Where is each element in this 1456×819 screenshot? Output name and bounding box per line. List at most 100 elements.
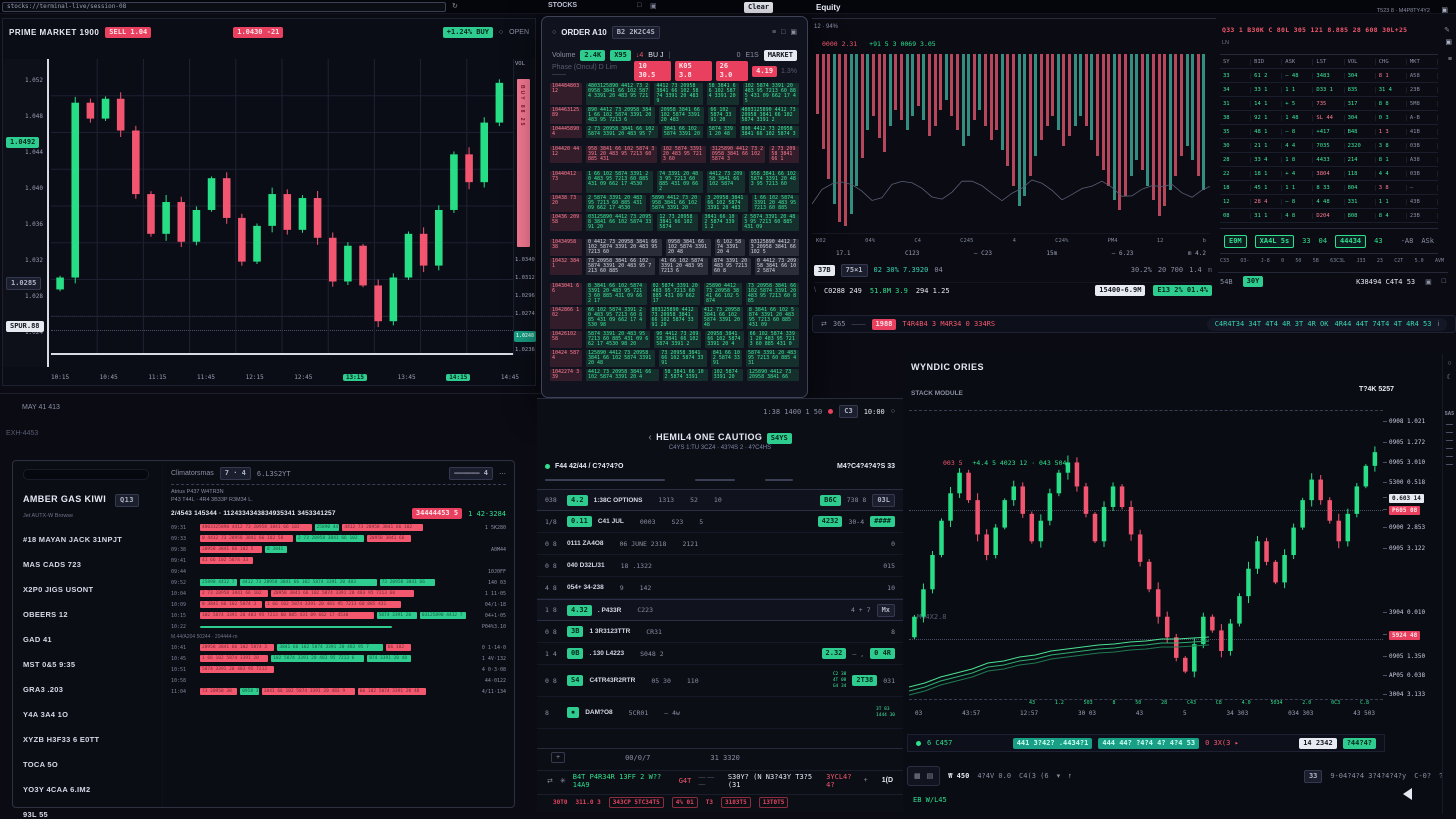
order-book-row[interactable]: 104445890 4 2 73 20958 3841 66 102 5874 3… [550,126,799,138]
order-book-row[interactable]: 10438 73 20 2 5874 3391 20 483 95 7213 60… [550,195,799,212]
rail-moon-icon[interactable]: ☾ [1446,374,1453,381]
rail-circle-icon[interactable]: ○ [1447,360,1452,367]
back-chevron[interactable]: ‹ [648,432,652,443]
log-row[interactable]: 10:51 5874 3391 20 483 95 7213 4 0·3·08 [171,664,506,675]
tool-plus-icon[interactable]: + [863,777,868,784]
watch-row[interactable]: 22 18 1 + 4 3804 118 4 4 03B [1220,167,1438,181]
log-row[interactable]: 10:22 P04%3.10 [171,621,506,632]
log-row[interactable]: 10:58 44·0122 [171,675,506,686]
sidebar-item[interactable]: X2P0 JIGS USONT [23,585,94,594]
right-rail[interactable]: ○ ☾ 5A5 [1442,354,1456,814]
chevron-down-icon[interactable]: ▾ [1056,773,1061,780]
back-triangle-icon[interactable] [1403,788,1412,800]
white-badge[interactable]: 14 2342 [1299,737,1337,749]
field-2[interactable]: C4(3 (6 [1019,772,1049,780]
more-icon[interactable]: ▣ [790,29,797,36]
tool-spark-icon[interactable]: ✳ [559,777,566,785]
grid-count-badge[interactable]: 33 [1303,769,1323,783]
log-filter-pill[interactable]: 7 · 4 [219,467,251,480]
log-row[interactable]: 10:41 20958 3841 66 102 5874 3 3841 66 10… [171,642,506,653]
log-right-pill[interactable]: —————— 4 [449,467,493,480]
log-row[interactable]: 09:33 0 4412 73 20958 3841 66 102 58 2 73 … [171,533,506,544]
help-icon[interactable]: ? [1439,772,1443,780]
maximize-icon[interactable]: □ [781,28,786,36]
foot-box-icon[interactable]: + [551,752,566,763]
menu-icon[interactable]: ≡ [1447,56,1452,63]
grid-icon[interactable]: ▣ [650,3,657,10]
watch-row[interactable]: 35 48 1— 8 +417 B48 1 3 41B [1220,125,1438,139]
teal-badge-1[interactable]: 441 3?42? .4434?1 [1012,737,1093,749]
field-1[interactable]: 4?4V 0.0 [977,772,1012,780]
order-book-row[interactable]: 10448480312 4803125890 4412 73 20958 3841… [550,83,799,105]
position-row[interactable]: 4 8 054+ 34-238 9 142 10 [537,577,903,599]
sidebar-search-input[interactable] [23,469,149,480]
log-row[interactable]: 10:15 102 5874 3391 20 483 95 7213 60 88… [171,610,506,621]
position-row[interactable]: 1 4 0B . 130 L4223 S048 2 2.32 — , 0 4R [537,643,903,665]
sidebar-item[interactable]: GAD 41 [23,635,52,644]
order-book-row[interactable]: 10432 3841 73 20958 3841 66 102 5874 339… [550,258,799,275]
sidebar-item[interactable]: TOCA 5O [23,760,59,769]
tool-right[interactable]: 1(D [881,777,893,784]
badge-44434[interactable]: 44434 [1335,234,1367,248]
panel-icon[interactable]: ▣ [1445,39,1452,46]
sidebar-item[interactable]: YO3Y 4CAA 6.IM2 [23,785,91,794]
sidebar-item[interactable]: XYZB H3F33 6 E0TT [23,735,100,744]
green-badge[interactable]: ?44?4? [1342,737,1377,749]
interval-input[interactable]: 75×1 [840,263,868,277]
order-book-row[interactable]: 10434958 38 0 4412 73 20958 3841 66 102 5… [550,239,799,256]
position-row[interactable]: 0 8 040 D32L/31 18 .1322 015 [537,555,903,577]
reload-icon[interactable]: ↻ [452,3,458,10]
buy-badge[interactable]: +1.24% BUY [442,26,493,38]
watch-row[interactable]: 33 61 2— 48 3483 304 8 1 A58 [1220,69,1438,83]
order-book-row[interactable]: 10436 20958 03125890 4412 73 20958 3841 6… [550,214,799,231]
bottom-box-icon[interactable]: ▣ [1425,278,1432,286]
volume-histogram[interactable] [812,54,1210,234]
log-row[interactable]: 10:45 1 66 102 5874 3391 20 102 5874 3391… [171,653,506,664]
order-book-row[interactable]: 1042866 102 66 102 5874 3391 20 483 95 72… [550,307,799,329]
sidebar-item[interactable]: 93L 55 [23,810,49,819]
order-book-row[interactable]: 10424 5874 125890 4412 73 20958 3841 66 … [550,350,799,367]
bottom-sq-icon[interactable]: □ [1441,278,1446,285]
market-button[interactable]: MARKET [763,49,797,61]
info-icon[interactable]: i [1437,320,1439,328]
address-input[interactable]: stocks://terminal-live/session-08 [2,2,446,12]
log-row[interactable]: 11:04 73 20958 38 0958 3 3841 66 102 5874 … [171,686,506,697]
watch-row[interactable]: 31 14 1 + 5 735 317 8 8 5M8 [1220,97,1438,111]
order-book-row[interactable]: 10446312589 890 4412 73 20958 3841 66 102… [550,107,799,124]
order-book-row[interactable]: 1042274 339 4412 73 20958 3841 66 102 587… [550,369,799,381]
log-row[interactable]: 09:31 4803125890 4412 73 20958 3841 66 10… [171,522,506,533]
sidebar-item[interactable]: OBEERS 12 [23,610,68,619]
order-book-row[interactable]: 10426102 58 5874 3391 20 483 95 7213 60 8… [550,331,799,348]
position-row[interactable]: 0 8 0111 ZA4O8 06 JUNE 2318 2121 0 [537,533,903,555]
range-button[interactable]: 37B [814,264,835,276]
meta-badge[interactable]: C3 [839,405,858,418]
sidebar-item[interactable]: #18 MAYAN JACK 31NPJT [23,535,123,544]
position-row[interactable]: 0 8 3B 1 3R3123TTR CR31 8 [537,621,903,643]
sidebar-item[interactable]: Y4A 3A4 1O [23,710,69,719]
order-book-titlebar[interactable]: ○ ORDER A10 B2 2K2C4S ≡ □ ▣ [552,25,797,39]
sidebar-item[interactable]: MAS CADS 723 [23,560,82,569]
position-row[interactable]: 1/8 0.11 C41 JUL 0003 S23 5 4232 30-4 #### [537,511,903,533]
log-row[interactable]: 09:52 25890 4412 7 4412 73 20958 3841 66 … [171,577,506,588]
order-book-row[interactable]: 104420 4412 958 3841 66 102 5874 3391 20 … [550,146,799,163]
order-book-row[interactable]: 1043041 66 8 3841 66 102 5874 3391 20 48… [550,283,799,305]
position-row[interactable]: 8 ▪ DAM?O8 5CR01 — 4w 3T 83 1444 30 [537,697,903,729]
sell-badge[interactable]: SELL 1.04 [105,26,152,38]
log-row[interactable]: 09:41 41 66 102 5874 33 [171,555,506,566]
candlestick-plot[interactable] [51,59,513,355]
main-candlestick-plot[interactable]: 003 5 +4.4 5 4023 12 · 043 504 M44X2.8 4… [909,410,1383,706]
position-row[interactable]: 1 8 4.32 . P433R C223 4 + 7 Mx [537,599,903,621]
up-arrow-icon[interactable]: ↑ [1068,772,1072,780]
position-row[interactable]: 038 4.2 1:38C OPTIONS 1313 52 10 B6C 738 8 03L [537,489,903,511]
clear-button[interactable]: Clear [744,2,774,13]
window-icon[interactable]: □ [637,2,642,9]
order-book-row[interactable]: 10440412 73 1 66 102 5874 3391 20 483 95 … [550,171,799,193]
minimize-icon[interactable]: ≡ [772,28,777,36]
watchlist-table[interactable]: SY BID ASK LST VOL CHG MKT 33 61 2— 48 3483 304 8 1… [1220,54,1438,223]
